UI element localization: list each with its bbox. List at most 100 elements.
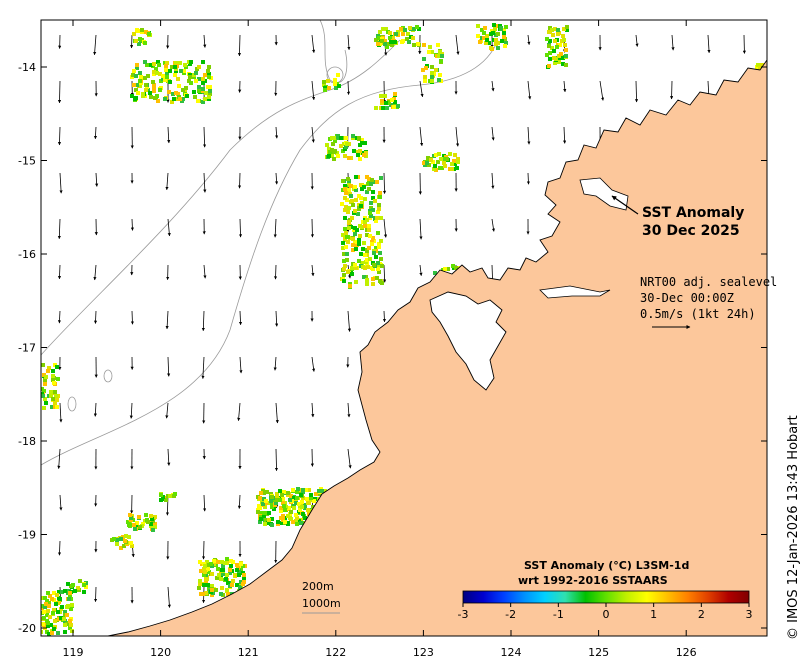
sst-pixel — [278, 489, 282, 493]
sst-pixel — [138, 37, 142, 41]
sst-pixel — [280, 493, 284, 497]
sst-pixel — [48, 615, 52, 619]
sst-pixel — [336, 154, 340, 158]
sst-pixel — [65, 605, 69, 609]
sst-pixel — [327, 154, 331, 158]
sst-pixel — [82, 590, 86, 594]
sst-pixel — [233, 574, 237, 578]
sst-pixel — [188, 75, 192, 79]
sst-pixel — [390, 98, 394, 102]
contour-label-1000m: 1000m — [302, 597, 341, 610]
sst-pixel — [50, 597, 54, 601]
sst-pixel — [430, 75, 434, 79]
sst-pixel — [428, 45, 432, 49]
sst-pixel — [167, 90, 171, 94]
sst-pixel — [115, 542, 119, 546]
sst-pixel — [70, 603, 74, 607]
sst-pixel — [375, 276, 379, 280]
sst-pixel — [379, 94, 383, 98]
sst-pixel — [353, 209, 357, 213]
map-title-line2: 30 Dec 2025 — [642, 223, 740, 239]
sst-pixel — [168, 494, 172, 498]
sst-pixel — [138, 79, 142, 83]
sst-pixel — [450, 167, 454, 171]
sst-pixel — [353, 185, 357, 189]
sst-pixel — [201, 60, 205, 64]
sst-pixel — [231, 579, 235, 583]
sst-pixel — [416, 42, 420, 46]
sst-pixel — [44, 375, 48, 379]
sst-pixel — [422, 43, 426, 47]
sst-pixel — [370, 178, 374, 182]
sst-pixel — [370, 242, 374, 246]
x-tick-label: 121 — [238, 646, 259, 659]
contour-label-200m: 200m — [302, 580, 334, 593]
sst-pixel — [132, 69, 136, 73]
sst-pixel — [219, 577, 223, 581]
sst-pixel — [151, 80, 155, 84]
sst-pixel — [336, 73, 340, 77]
sst-pixel — [373, 199, 377, 203]
sst-pixel — [333, 149, 337, 153]
sst-pixel — [339, 136, 343, 140]
sst-pixel — [78, 579, 82, 583]
sst-pixel — [437, 78, 441, 82]
sst-pixel — [342, 279, 346, 283]
sst-pixel — [123, 539, 127, 543]
sst-pixel — [363, 253, 367, 257]
sst-pixel — [343, 187, 347, 191]
sst-pixel — [42, 406, 46, 410]
sst-pixel — [342, 267, 346, 271]
y-tick-label: -18 — [18, 435, 36, 448]
sst-pixel — [220, 586, 224, 590]
sst-pixel — [365, 278, 369, 282]
sst-pixel — [424, 66, 428, 70]
sst-pixel — [197, 65, 201, 69]
sst-pixel — [365, 282, 369, 286]
sst-pixel — [377, 245, 381, 249]
sst-pixel — [196, 99, 200, 103]
sst-pixel — [438, 73, 442, 77]
sst-pixel — [349, 184, 353, 188]
sst-pixel — [177, 84, 181, 88]
sst-pixel — [331, 142, 335, 146]
sst-pixel — [354, 175, 358, 179]
sst-pixel — [347, 226, 351, 230]
sst-pixel — [362, 185, 366, 189]
sst-pixel — [201, 77, 205, 81]
sst-pixel — [423, 79, 427, 83]
colorbar-tick-label: -3 — [458, 608, 469, 621]
sst-pixel — [343, 227, 347, 231]
sst-pixel — [164, 68, 168, 72]
sst-pixel — [235, 568, 239, 572]
sst-pixel — [225, 557, 229, 561]
sst-pixel — [372, 251, 376, 255]
sst-pixel — [204, 91, 208, 95]
sst-pixel — [203, 570, 207, 574]
sst-pixel — [291, 520, 295, 524]
sst-pixel — [185, 94, 189, 98]
sst-pixel — [288, 498, 292, 502]
current-vector — [528, 173, 529, 184]
sst-pixel — [434, 68, 438, 72]
sst-pixel — [179, 69, 183, 73]
sst-pixel — [283, 520, 287, 524]
sst-pixel — [379, 216, 383, 220]
sst-pixel — [178, 97, 182, 101]
sst-pixel — [384, 101, 388, 105]
colorbar-title-line2: wrt 1992-2016 SSTAARS — [518, 574, 668, 587]
sst-pixel — [383, 94, 387, 98]
sst-pixel — [332, 157, 336, 161]
sst-pixel — [344, 191, 348, 195]
sst-pixel — [448, 152, 452, 156]
sst-pixel — [429, 158, 433, 162]
sst-pixel — [363, 197, 367, 201]
sst-pixel — [257, 504, 261, 508]
sst-pixel — [564, 63, 568, 67]
sst-pixel — [345, 235, 349, 239]
sst-pixel — [295, 522, 299, 526]
sst-pixel — [564, 48, 568, 52]
sst-pixel — [201, 81, 205, 85]
sst-pixel — [352, 149, 356, 153]
